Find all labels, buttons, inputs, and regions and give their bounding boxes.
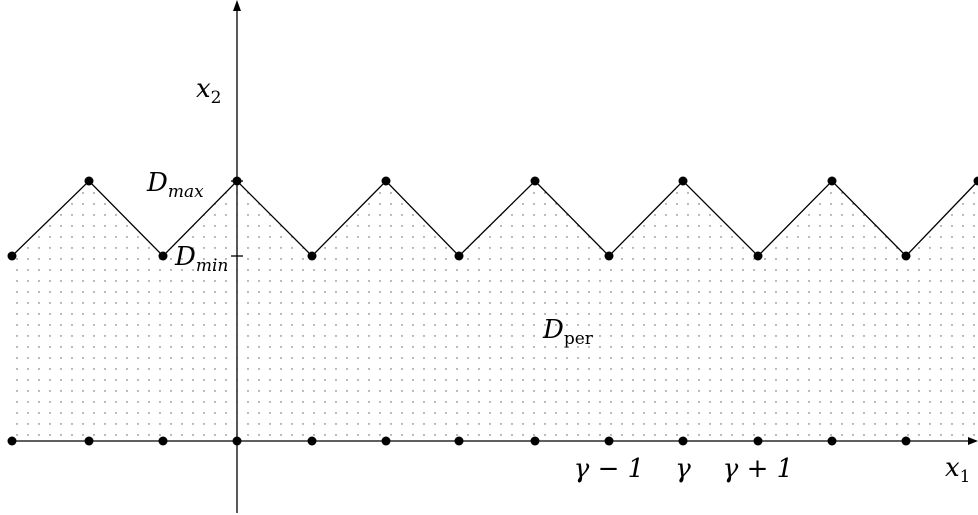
- dmin-label-main: D: [174, 242, 196, 272]
- x2-axis-label: x2: [196, 74, 222, 108]
- vertex-point: [530, 176, 540, 186]
- vertex-point: [827, 176, 837, 186]
- dper-label-sub: per: [564, 329, 594, 349]
- vertex-point: [307, 251, 317, 261]
- vertex-point: [381, 176, 391, 186]
- axis-point: [7, 436, 17, 446]
- dmax-label-main: D: [146, 168, 168, 198]
- axis-point: [307, 436, 317, 446]
- axis-point: [753, 436, 763, 446]
- axis-point: [901, 436, 911, 446]
- gamma-minus-one-label: γ − 1: [574, 454, 644, 484]
- x1-label-main: x: [945, 453, 960, 483]
- vertex-point: [454, 251, 464, 261]
- vertex-point: [84, 176, 94, 186]
- x2-label-sub: 2: [211, 88, 222, 108]
- dper-label: Dper: [542, 315, 594, 349]
- dmax-label-sub: max: [168, 182, 204, 202]
- vertex-point: [678, 176, 688, 186]
- axis-point: [232, 436, 242, 446]
- vertex-point: [901, 251, 911, 261]
- axis-point: [604, 436, 614, 446]
- axis-point: [158, 436, 168, 446]
- x1-axis-arrowhead: [968, 437, 978, 445]
- x1-label-sub: 1: [960, 467, 971, 487]
- vertex-point: [973, 176, 978, 186]
- zigzag-boundary: [11, 180, 978, 257]
- dmax-label: Dmax: [146, 168, 204, 202]
- axis-point: [454, 436, 464, 446]
- x2-axis-arrowhead: [233, 0, 241, 11]
- axis-points: [7, 436, 911, 446]
- vertex-point: [158, 251, 168, 261]
- axis-point: [678, 436, 688, 446]
- domain-dot-fill: [12, 181, 978, 441]
- vertex-point: [753, 251, 763, 261]
- vertex-point: [604, 251, 614, 261]
- dper-label-main: D: [542, 315, 564, 345]
- axis-point: [827, 436, 837, 446]
- axis-point: [84, 436, 94, 446]
- vertex-point: [232, 176, 242, 186]
- x2-label-main: x: [196, 74, 211, 104]
- dmin-label-sub: min: [196, 256, 229, 276]
- dmin-label: Dmin: [174, 242, 228, 276]
- gamma-label: γ: [675, 454, 691, 484]
- x1-axis-label: x1: [945, 453, 971, 487]
- zigzag-vertices: [7, 176, 978, 261]
- axis-point: [530, 436, 540, 446]
- gamma-plus-one-label: γ + 1: [723, 454, 793, 484]
- vertex-point: [7, 251, 17, 261]
- axis-point: [381, 436, 391, 446]
